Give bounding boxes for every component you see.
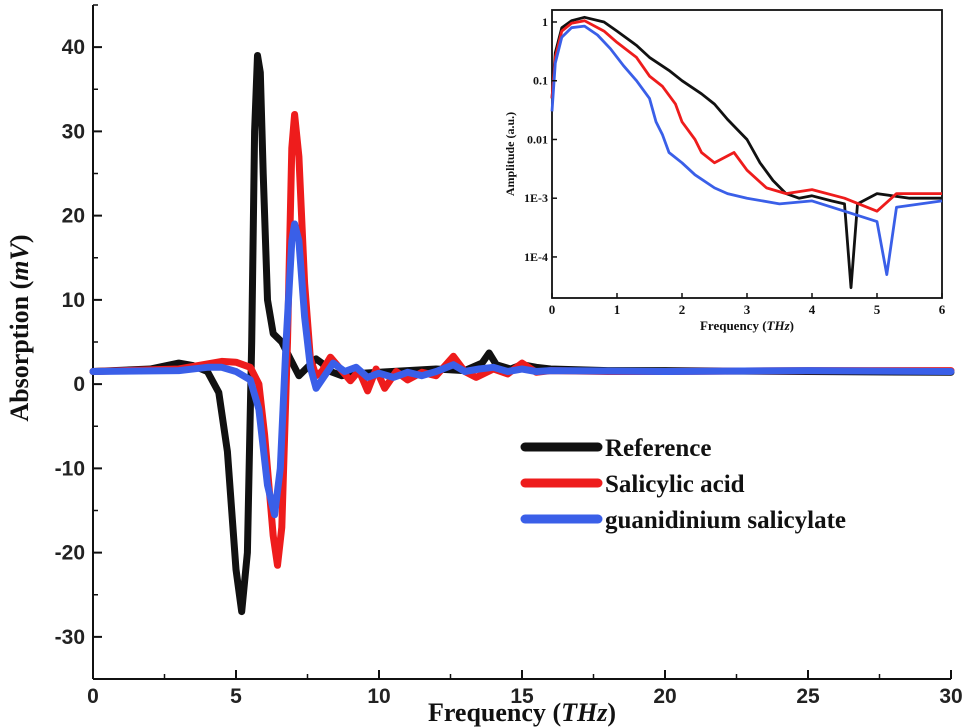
legend-label: guanidinium salicylate <box>605 507 846 534</box>
legend-label: Reference <box>605 435 711 462</box>
x-axis-title-unit: THz <box>561 698 608 727</box>
y-tick-label: -20 <box>55 542 85 565</box>
y-axis-title-unit: mV <box>5 240 34 280</box>
inset-series-line <box>550 15 942 290</box>
inset-x-tick-label: 5 <box>874 302 881 317</box>
x-axis-title-close: ) <box>607 698 616 727</box>
x-axis-title-main: Frequency <box>428 698 546 727</box>
y-tick-label: -30 <box>55 626 85 649</box>
inset-x-tick-label: 4 <box>809 302 816 317</box>
inset-y-tick-label: 1E-4 <box>524 250 548 264</box>
y-tick-label: 30 <box>62 120 85 143</box>
inset-x-tick-label: 2 <box>679 302 686 317</box>
legend: Reference Salicylic acid guanidinium salic… <box>520 435 846 534</box>
inset-x-tick-label: 3 <box>744 302 751 317</box>
inset-x-tick-label: 6 <box>939 302 946 317</box>
inset-y-tick-label: 0.01 <box>527 132 548 146</box>
x-axis-title-open: ( <box>546 698 561 727</box>
y-axis-title-main: Absorption <box>5 295 34 421</box>
x-tick-label: 0 <box>87 685 99 708</box>
inset-series-line <box>550 24 943 276</box>
inset-y-axis-title: Amplitude (a.u.) <box>503 112 517 196</box>
y-tick-label: 0 <box>73 373 85 396</box>
x-tick-label: 10 <box>367 685 390 708</box>
series-line-guanidinium-salicylate <box>89 220 955 519</box>
inset-x-axis-title-open: ( <box>759 318 767 333</box>
y-tick-label: 20 <box>62 205 85 228</box>
legend-label: Salicylic acid <box>605 471 745 498</box>
x-tick-label: 15 <box>510 685 534 708</box>
y-axis-title: Absorption (mV) <box>5 234 34 421</box>
inset-series-line <box>550 19 942 213</box>
y-axis-title-open: ( <box>5 281 34 296</box>
x-tick-label: 20 <box>653 685 676 708</box>
x-axis-title: Frequency (THz) <box>428 698 616 727</box>
main-chart: 0 5 10 15 20 25 30-30-20-10010203040Frequency … <box>5 4 963 727</box>
inset-y-tick-label: 1E-3 <box>524 191 548 205</box>
inset-y-tick-label: 0.1 <box>533 74 548 88</box>
inset-x-tick-label: 0 <box>549 302 556 317</box>
inset-x-tick-label: 1 <box>614 302 621 317</box>
y-tick-label: 10 <box>62 289 85 312</box>
inset-x-axis-title-main: Frequency <box>700 318 759 333</box>
inset-x-axis-title-unit: THz <box>767 318 791 333</box>
y-tick-label: -10 <box>55 457 85 480</box>
y-tick-label: 40 <box>62 36 85 59</box>
inset-chart: 0 1 2 3 4 5 6 1 0.1 0.01 1E-3 1E-4 Frequency (THz) Am… <box>503 9 946 333</box>
x-tick-label: 30 <box>939 685 962 708</box>
inset-x-axis-title-close: ) <box>790 318 794 333</box>
inset-y-tick-label: 1 <box>542 15 548 29</box>
y-axis-title-close: ) <box>5 234 34 243</box>
inset-x-axis-title: Frequency (THz) <box>700 318 794 333</box>
x-tick-label: 5 <box>230 685 242 708</box>
x-tick-label: 25 <box>796 685 820 708</box>
